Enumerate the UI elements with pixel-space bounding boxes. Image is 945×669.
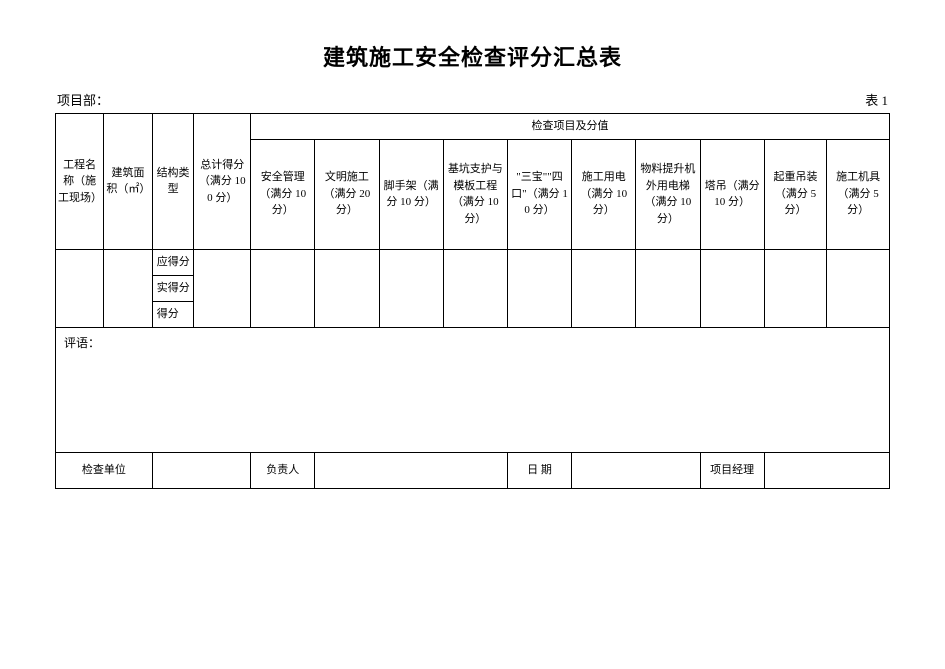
project-dept-label: 项目部： [57, 90, 109, 109]
cell-inspect-unit [152, 452, 250, 488]
col-three-treasures: "三宝""四口"（满分 10 分） [507, 139, 571, 249]
cell-c4 [443, 249, 507, 327]
cell-c1 [251, 249, 315, 327]
document-title: 建筑施工安全检查评分汇总表 [55, 40, 890, 72]
col-total-score: 总计得分（满分 100 分） [194, 114, 251, 250]
cell-c10 [827, 249, 890, 327]
col-material-hoist: 物料提升机外用电梯（满分 10 分） [636, 139, 700, 249]
cell-responsible [315, 452, 508, 488]
col-tower-crane: 塔吊（满分 10 分） [700, 139, 764, 249]
col-scaffolding: 脚手架（满分 10 分） [379, 139, 443, 249]
scoring-table: 工程名称（施工现场） 建筑面积（㎡） 结构类型 总计得分（满分 100 分） 检… [55, 113, 890, 489]
subheader-row: 项目部： 表 1 [55, 90, 890, 109]
cell-c6 [572, 249, 636, 327]
cell-project-manager [764, 452, 889, 488]
cell-c2 [315, 249, 379, 327]
col-lifting: 起重吊装（满分 5 分） [764, 139, 827, 249]
col-construction-power: 施工用电（满分 10 分） [572, 139, 636, 249]
col-civilized-construction: 文明施工（满分 20 分） [315, 139, 379, 249]
col-safety-mgmt: 安全管理（满分 10 分） [251, 139, 315, 249]
group-inspection-items: 检查项目及分值 [251, 114, 890, 140]
comments-cell: 评语： [56, 327, 890, 452]
cell-c3 [379, 249, 443, 327]
label-date: 日 期 [507, 452, 571, 488]
col-project-name: 工程名称（施工现场） [56, 114, 104, 250]
col-structure-type: 结构类型 [152, 114, 194, 250]
label-project-manager: 项目经理 [700, 452, 764, 488]
col-building-area: 建筑面积（㎡） [104, 114, 152, 250]
col-foundation-formwork: 基坑支护与模板工程（满分 10 分） [443, 139, 507, 249]
table-number-label: 表 1 [865, 90, 888, 109]
cell-building-area [104, 249, 152, 327]
cell-c5 [507, 249, 571, 327]
cell-c9 [764, 249, 827, 327]
label-score: 得分 [152, 301, 194, 327]
cell-date [572, 452, 700, 488]
col-machinery: 施工机具（满分 5 分） [827, 139, 890, 249]
cell-project-name [56, 249, 104, 327]
label-responsible: 负责人 [251, 452, 315, 488]
cell-c7 [636, 249, 700, 327]
cell-c8 [700, 249, 764, 327]
label-inspect-unit: 检查单位 [56, 452, 153, 488]
label-actual-score: 实得分 [152, 275, 194, 301]
cell-total-score [194, 249, 251, 327]
label-expected-score: 应得分 [152, 249, 194, 275]
